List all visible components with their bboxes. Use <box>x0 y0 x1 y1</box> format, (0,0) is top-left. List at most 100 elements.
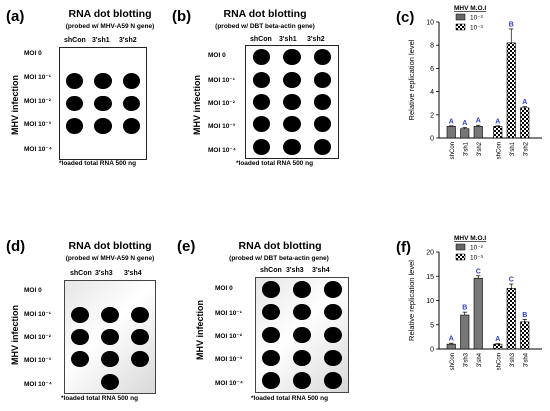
column-header: 3'sh4 <box>312 267 330 274</box>
y-tick-label: 0 <box>430 347 434 354</box>
blot-dot <box>313 93 332 111</box>
blot-dot <box>283 49 301 66</box>
significance-label: A <box>449 118 454 125</box>
blot-dot <box>123 117 141 134</box>
panel-label: (f) <box>396 239 411 256</box>
legend-title: MHV M.O.I <box>454 235 486 242</box>
panel-title: RNA dot blotting <box>238 240 322 252</box>
y-tick-label: 8 <box>430 43 434 50</box>
blot-dot <box>71 328 89 346</box>
y-tick-label: 10 <box>426 298 434 305</box>
column-header: shCon <box>250 36 272 43</box>
row-label: MOI 0 <box>215 285 233 292</box>
x-tick-label: 3'sh4 <box>477 352 483 367</box>
significance-label: A <box>522 99 527 106</box>
legend-title: MHV M.O.I <box>454 5 486 12</box>
blot-dot <box>323 303 342 321</box>
x-tick-label: 3'sh1 <box>510 141 516 156</box>
row-label: MOI 10⁻⁴ <box>208 147 236 154</box>
blot-dot <box>94 95 112 112</box>
y-axis-label: Relative replication level <box>407 260 416 341</box>
blot-dot <box>323 281 342 298</box>
panel-b: (b) RNA dot blotting (probed w/ DBT beta… <box>170 0 360 200</box>
bar <box>446 126 456 139</box>
y-tick-label: 2 <box>430 112 434 119</box>
significance-label: A <box>462 120 467 127</box>
blot-dot <box>252 138 271 155</box>
blot-dot <box>293 326 311 344</box>
y-tick-label: 10 <box>426 20 434 27</box>
legend-entry: 10⁻³ <box>470 25 484 32</box>
x-tick-label: shCon <box>450 142 456 159</box>
panel-label: (a) <box>6 8 25 25</box>
panel-subtitle: (probed w/ MHV-A59 N gene) <box>65 23 155 30</box>
blot-dot <box>101 328 119 346</box>
blot-dot <box>323 372 342 389</box>
blot-dot <box>262 349 281 366</box>
blot-dot <box>101 373 119 390</box>
blot-dot <box>65 95 83 112</box>
row-label: MOI 10⁻¹ <box>215 310 242 317</box>
footnote: *loaded total RNA 500 ng <box>61 395 139 402</box>
bar <box>506 42 516 139</box>
side-label: MHV infection <box>195 300 205 360</box>
panel-label: (b) <box>172 8 192 25</box>
blot-dot <box>283 138 301 155</box>
blot-dot <box>262 303 281 321</box>
legend-entry: 10⁻² <box>470 15 484 22</box>
blot-dot <box>293 281 311 298</box>
bar <box>506 288 516 350</box>
y-tick-label: 6 <box>430 66 434 73</box>
row-label: MOI 10⁻¹ <box>208 77 235 84</box>
panel-subtitle: (probed w/ MHV-A59 N gene) <box>65 255 155 262</box>
row-label: MOI 10⁻³ <box>24 357 51 364</box>
panel-title: RNA dot blotting <box>68 8 152 20</box>
y-axis-label: Relative replication level <box>407 39 416 120</box>
blot-dot <box>313 138 332 155</box>
blot-dot <box>313 71 332 88</box>
blot-dot <box>313 49 332 66</box>
x-tick-label: shCon <box>450 353 456 370</box>
side-label: MHV infection <box>10 305 20 365</box>
row-label: MOI 10⁻⁴ <box>215 380 243 387</box>
panel-a: (a) RNA dot blotting (probed w/ MHV-A59 … <box>0 0 154 200</box>
panel-subtitle: (probed w/ DBT beta-actin gene) <box>215 23 315 30</box>
blot-dot <box>131 328 149 346</box>
bar <box>446 343 456 350</box>
legend-entry: 10⁻³ <box>470 255 484 262</box>
blot-dot <box>313 116 332 133</box>
significance-label: B <box>509 21 514 28</box>
column-header: 3'sh2 <box>307 36 325 43</box>
y-tick-label: 20 <box>426 250 434 257</box>
bar <box>493 343 503 350</box>
bar <box>493 126 503 139</box>
significance-label: A <box>495 118 500 125</box>
blot-dot <box>262 326 281 344</box>
blot-dot <box>262 372 281 389</box>
column-header: 3'sh1 <box>279 36 297 43</box>
panel-d: (d) RNA dot blotting (probed w/ MHV-A59 … <box>0 230 160 411</box>
bar <box>473 277 483 350</box>
y-tick-label: 15 <box>426 274 434 281</box>
row-label: MOI 10⁻⁴ <box>24 381 52 388</box>
blot-dot <box>283 71 301 88</box>
column-header: 3'sh2 <box>119 37 137 44</box>
x-tick-label: 3'sh3 <box>510 352 516 367</box>
blot-membrane <box>59 47 147 160</box>
blot-dot <box>65 73 83 90</box>
blot-dot <box>252 93 271 111</box>
row-label: MOI 10⁻² <box>24 334 51 341</box>
row-label: MOI 10⁻³ <box>24 121 51 128</box>
x-tick-label: 3'sh3 <box>463 352 469 367</box>
y-tick-label: 0 <box>430 136 434 143</box>
panel-title: RNA dot blotting <box>68 240 152 252</box>
blot-dot <box>252 116 271 133</box>
blot-dot <box>123 73 141 90</box>
blot-dot <box>323 326 342 344</box>
footnote: *loaded total RNA 500 ng <box>251 395 329 402</box>
bar <box>520 107 530 139</box>
row-label: MOI 10⁻³ <box>215 356 242 363</box>
blot-dot <box>94 117 112 134</box>
row-label: MOI 10⁻³ <box>208 123 235 130</box>
row-label: MOI 10⁻⁴ <box>24 146 52 153</box>
